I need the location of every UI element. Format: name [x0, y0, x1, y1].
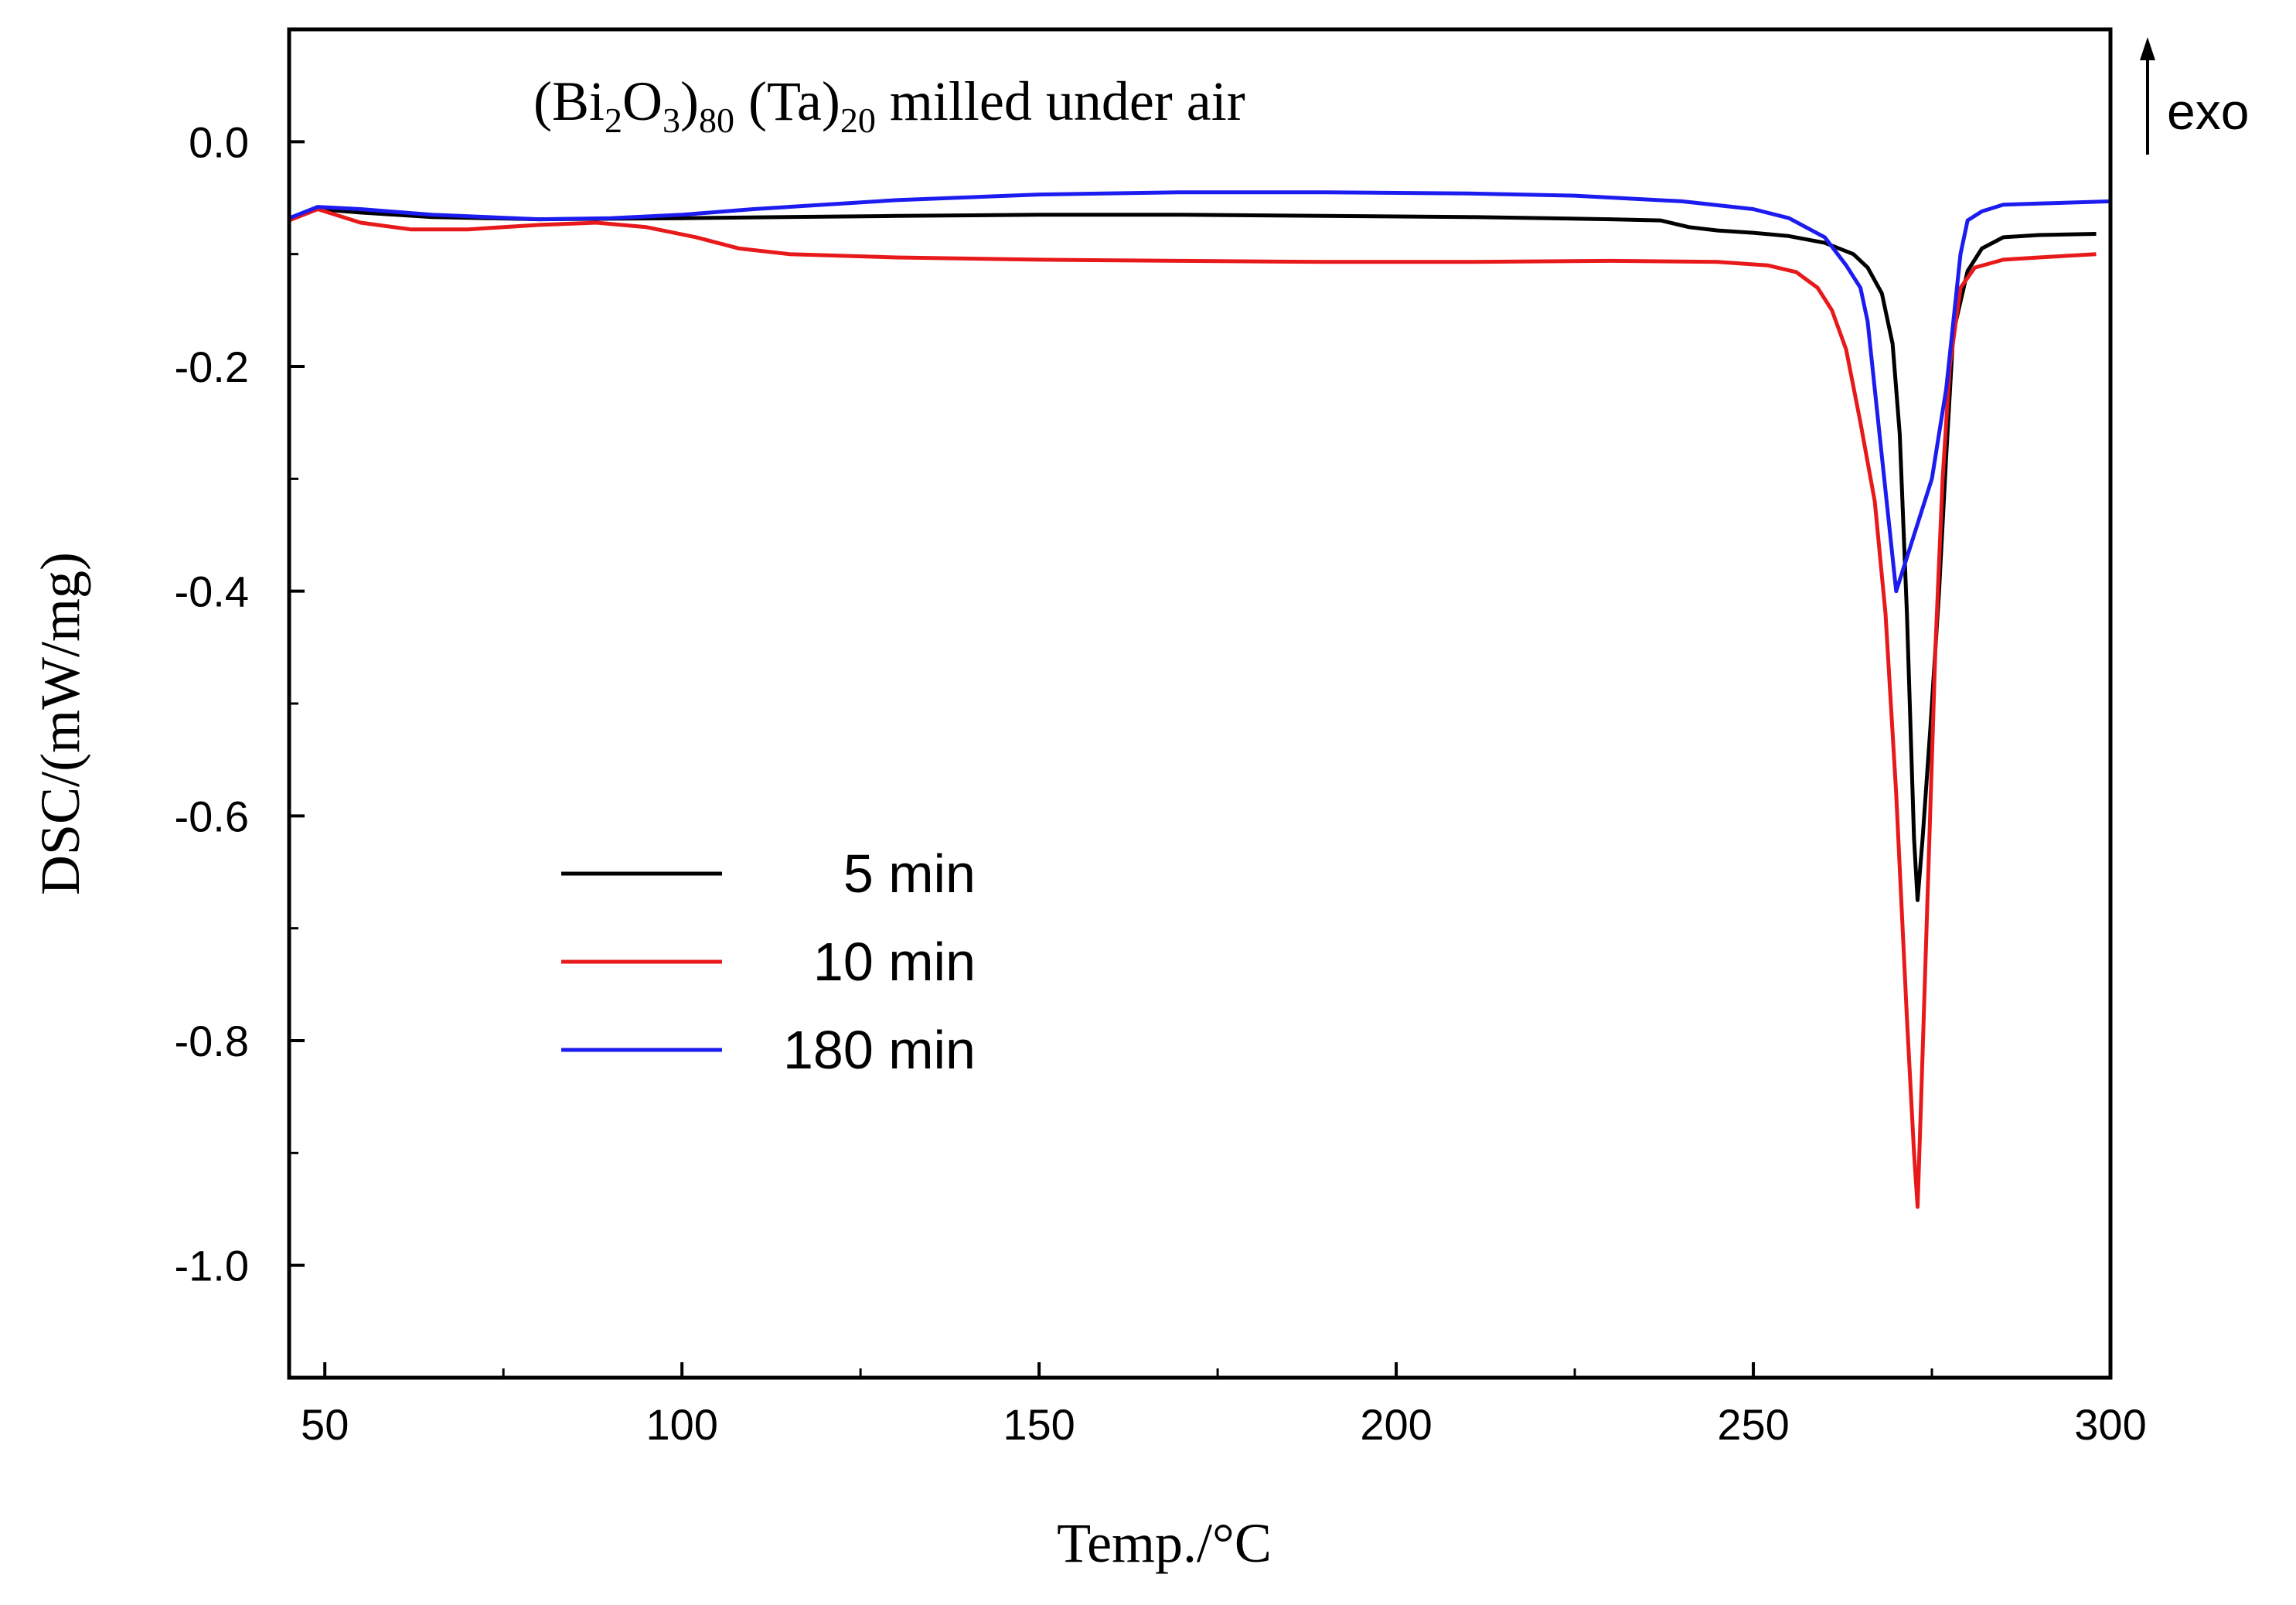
x-tick-label: 50 — [301, 1400, 349, 1449]
title-subscript: 3 — [663, 101, 680, 140]
legend-label: 180 min — [783, 1020, 976, 1080]
legend: 5 min 10 min 180 min — [561, 843, 976, 1080]
title-text: (Ta) — [734, 70, 840, 132]
y-axis-title: DSC/(mW/mg) — [29, 552, 91, 895]
series-line-5-min — [288, 207, 2097, 902]
x-tick-label: 100 — [646, 1400, 717, 1449]
title-subscript: 20 — [840, 101, 876, 140]
y-tick-label: -0.2 — [175, 342, 250, 391]
exo-arrow-head-icon — [2140, 37, 2155, 60]
title-text: O — [622, 70, 663, 132]
legend-label: 5 min — [813, 843, 976, 904]
title-text: milled under air — [876, 70, 1245, 132]
x-tick-label: 200 — [1360, 1400, 1432, 1449]
series-line-10-min — [288, 207, 2097, 1209]
y-tick-label: -0.6 — [175, 792, 250, 840]
title-subscript: 80 — [699, 101, 734, 140]
x-axis-title: Temp./°C — [1057, 1512, 1272, 1574]
y-tick-label: -1.0 — [175, 1242, 250, 1290]
title-text: ) — [680, 70, 699, 132]
y-tick-label: -0.8 — [175, 1017, 250, 1065]
series-line-180-min — [288, 190, 2111, 594]
axis-ticks — [289, 140, 2112, 1378]
exo-label: exo — [2167, 83, 2249, 140]
title-subscript: 2 — [605, 101, 622, 140]
x-tick-label: 150 — [1003, 1400, 1075, 1449]
axis-tick-labels: 50 100 150 200 250 300 0.0 -0.2 -0.4 -0.6 -0.8 -1.0 — [175, 118, 2147, 1449]
chart-title: (Bi2O3)80 (Ta)20 milled under air — [533, 70, 1245, 140]
title-text: (Bi — [533, 70, 605, 132]
x-tick-label: 250 — [1717, 1400, 1789, 1449]
legend-label: 10 min — [813, 932, 976, 992]
exo-annotation: exo — [2140, 37, 2249, 155]
y-tick-label: -0.4 — [175, 567, 250, 616]
x-tick-label: 300 — [2074, 1400, 2146, 1449]
series-layer — [288, 190, 2111, 1209]
y-tick-label: 0.0 — [189, 118, 249, 166]
